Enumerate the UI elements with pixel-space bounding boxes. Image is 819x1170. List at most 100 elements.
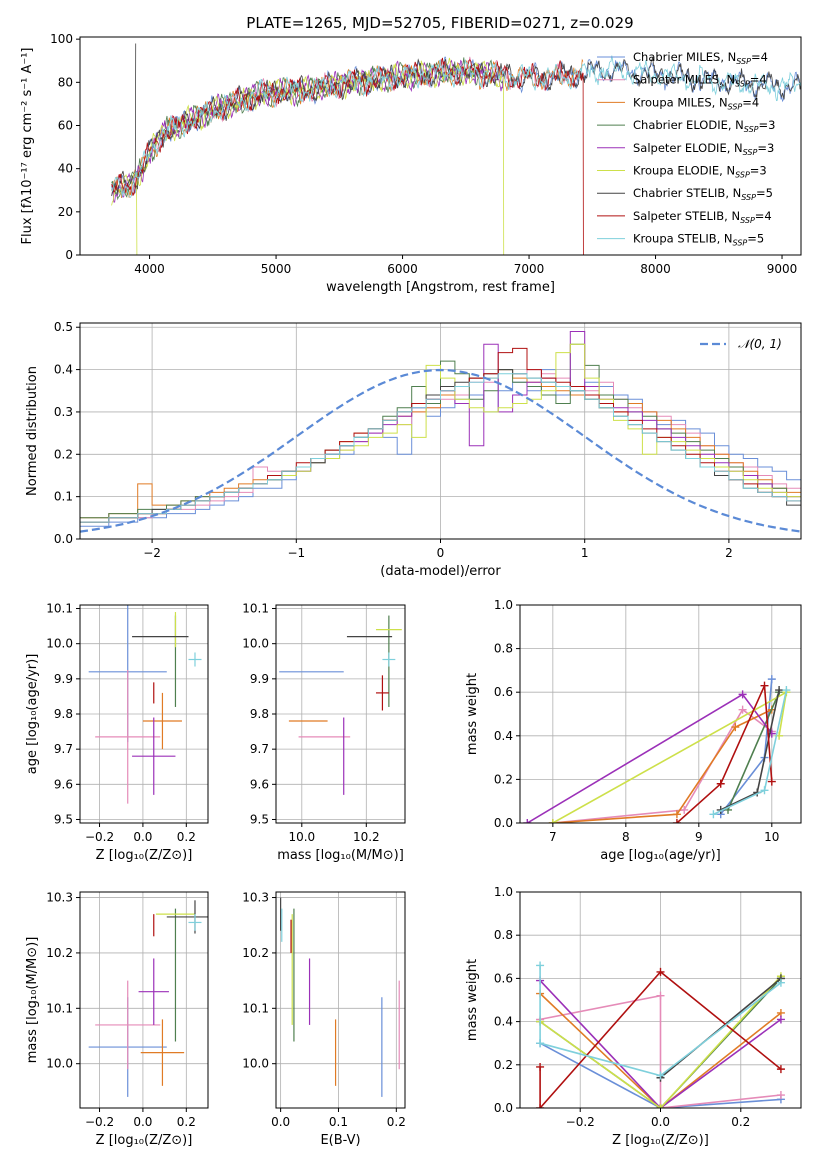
errorbar (188, 652, 202, 667)
y-tick-label: 10.0 (242, 637, 269, 651)
errorbar (95, 670, 161, 804)
weight-marker (776, 1015, 785, 1024)
x-tick-label: −0.2 (85, 1115, 114, 1129)
y-tick-label: 10.3 (46, 891, 73, 905)
weight-line-salpeter_elodie (539, 980, 782, 1108)
weight-line-kroupa_elodie (539, 975, 782, 1108)
plot-area-ebv-vs-mass (280, 897, 400, 1097)
y-axis-label: Normed distribution (25, 366, 40, 496)
x-tick-label: 6000 (387, 262, 418, 276)
x-tick-label: 0.1 (329, 1115, 348, 1129)
x-tick-label: 9000 (767, 262, 798, 276)
weight-marker (716, 779, 725, 788)
weight-line-salpeter_stelib (676, 685, 773, 823)
y-tick-label: 10.1 (242, 602, 269, 616)
weight-marker (656, 1071, 665, 1080)
weight-marker (738, 690, 747, 699)
y-tick-label: 0.4 (54, 363, 73, 377)
x-tick-label: −1 (287, 546, 305, 560)
weight-marker (536, 961, 545, 970)
x-axis-label: E(B-V) (320, 1133, 360, 1148)
weight-marker (536, 1062, 545, 1071)
legend-label: Salpeter STELIB, NSSP=4 (633, 209, 772, 225)
x-tick-label: 9 (695, 830, 703, 844)
y-tick-label: 10.1 (46, 602, 73, 616)
y-tick-label: 9.9 (54, 672, 73, 686)
legend-label: Chabrier ELODIE, NSSP=3 (633, 118, 775, 134)
x-tick-label: 8 (622, 830, 630, 844)
panel-ebv-vs-mass: 0.0 0.1 0.2 10.0 10.1 10.2 10.3 E(B-V) (242, 891, 406, 1148)
x-axis-label: Z [log₁₀(Z/Z⊙)] (612, 1133, 709, 1148)
x-tick-label: 0.2 (177, 830, 196, 844)
y-tick-label: 10.0 (242, 1057, 269, 1071)
y-tick-label: 9.8 (250, 707, 269, 721)
y-axis-label: Flux [fλ10⁻¹⁷ erg cm⁻² s⁻¹ A⁻¹] (20, 48, 35, 245)
weight-marker (776, 1065, 785, 1074)
y-tick-label: 0.5 (54, 320, 73, 334)
spectrum-line-salpeter_elodie (111, 59, 504, 203)
legend-label: Chabrier MILES, NSSP=4 (633, 50, 768, 66)
y-axis-label: mass weight (465, 673, 480, 755)
x-tick-label: 0.0 (651, 1115, 670, 1129)
weight-marker (776, 978, 785, 987)
y-tick-label: 9.8 (54, 707, 73, 721)
y-axis-label: age [log₁₀(age/yr)] (25, 654, 40, 775)
weight-line-kroupa_miles (539, 992, 782, 1108)
y-tick-label: 1.0 (494, 885, 513, 899)
y-tick-label: 10.1 (242, 1001, 269, 1015)
weight-line-salpeter_miles (539, 994, 781, 1108)
y-tick-label: 9.9 (250, 672, 269, 686)
grid-z-vs-age (80, 605, 208, 823)
y-tick-label: 100 (50, 32, 73, 46)
y-tick-label: 9.6 (250, 777, 269, 791)
plot-area-z-vs-mass (88, 900, 208, 1097)
panel-spectrum: 4000 5000 6000 7000 8000 9000 0 20 40 60 80 100 wave… (20, 32, 802, 295)
weight-marker (656, 991, 665, 1000)
weight-marker (731, 723, 740, 732)
weight-line-chabrier_stelib (659, 977, 782, 1079)
x-tick-label: 2 (725, 546, 733, 560)
weight-line-kroupa_stelib (539, 965, 782, 1077)
x-axis-label: Z [log₁₀(Z/Z⊙)] (96, 1133, 193, 1148)
weight-marker (523, 819, 532, 823)
y-tick-label: 0.3 (54, 405, 73, 419)
panel-z-vs-age: −0.2 0.0 0.2 9.5 9.6 9.7 9.8 9.9 10.0 10.1 Z [log₁… (25, 602, 209, 863)
y-tick-label: 0.0 (494, 1101, 513, 1115)
spectrum-legend: Chabrier MILES, NSSP=4 Salpeter MILES, NS… (597, 50, 775, 248)
spectrum-line-kroupa_elodie (111, 57, 505, 255)
x-tick-label: 10 (764, 830, 779, 844)
x-tick-label: 0 (437, 546, 445, 560)
legend-label: 𝒩(0, 1) (738, 337, 782, 351)
weight-marker (782, 686, 791, 695)
weight-marker (672, 819, 681, 823)
plot-area-mass-vs-age (279, 615, 402, 795)
axes-frame (519, 604, 802, 824)
weight-marker (548, 819, 557, 823)
x-tick-label: 7000 (514, 262, 545, 276)
x-tick-label: −0.2 (566, 1115, 595, 1129)
y-tick-label: 0 (65, 248, 73, 262)
y-tick-label: 9.6 (54, 777, 73, 791)
errorbar (140, 1019, 185, 1086)
legend-label: Salpeter MILES, NSSP=4 (633, 73, 767, 89)
weight-marker (536, 1104, 545, 1108)
y-tick-label: 10.1 (46, 1001, 73, 1015)
x-tick-label: 0.2 (387, 1115, 406, 1129)
y-tick-label: 40 (58, 162, 73, 176)
errorbar (382, 652, 396, 667)
axes-frame (79, 36, 802, 256)
weight-marker (656, 967, 665, 976)
x-axis-label: mass [log₁₀(M/M⊙)] (277, 848, 404, 863)
weight-line-chabrier_elodie (727, 691, 780, 811)
y-tick-label: 10.0 (46, 1057, 73, 1071)
x-tick-label: 0.0 (133, 830, 152, 844)
legend-label: Kroupa STELIB, NSSP=5 (633, 232, 764, 248)
y-tick-label: 0.2 (494, 772, 513, 786)
x-tick-label: −0.2 (85, 830, 114, 844)
legend-label: Kroupa ELODIE, NSSP=3 (633, 164, 767, 180)
x-tick-label: 1 (581, 546, 589, 560)
weight-line-chabrier_miles (539, 1042, 781, 1108)
y-tick-label: 1.0 (494, 598, 513, 612)
y-tick-label: 0.0 (494, 816, 513, 830)
y-tick-label: 0.8 (494, 642, 513, 656)
